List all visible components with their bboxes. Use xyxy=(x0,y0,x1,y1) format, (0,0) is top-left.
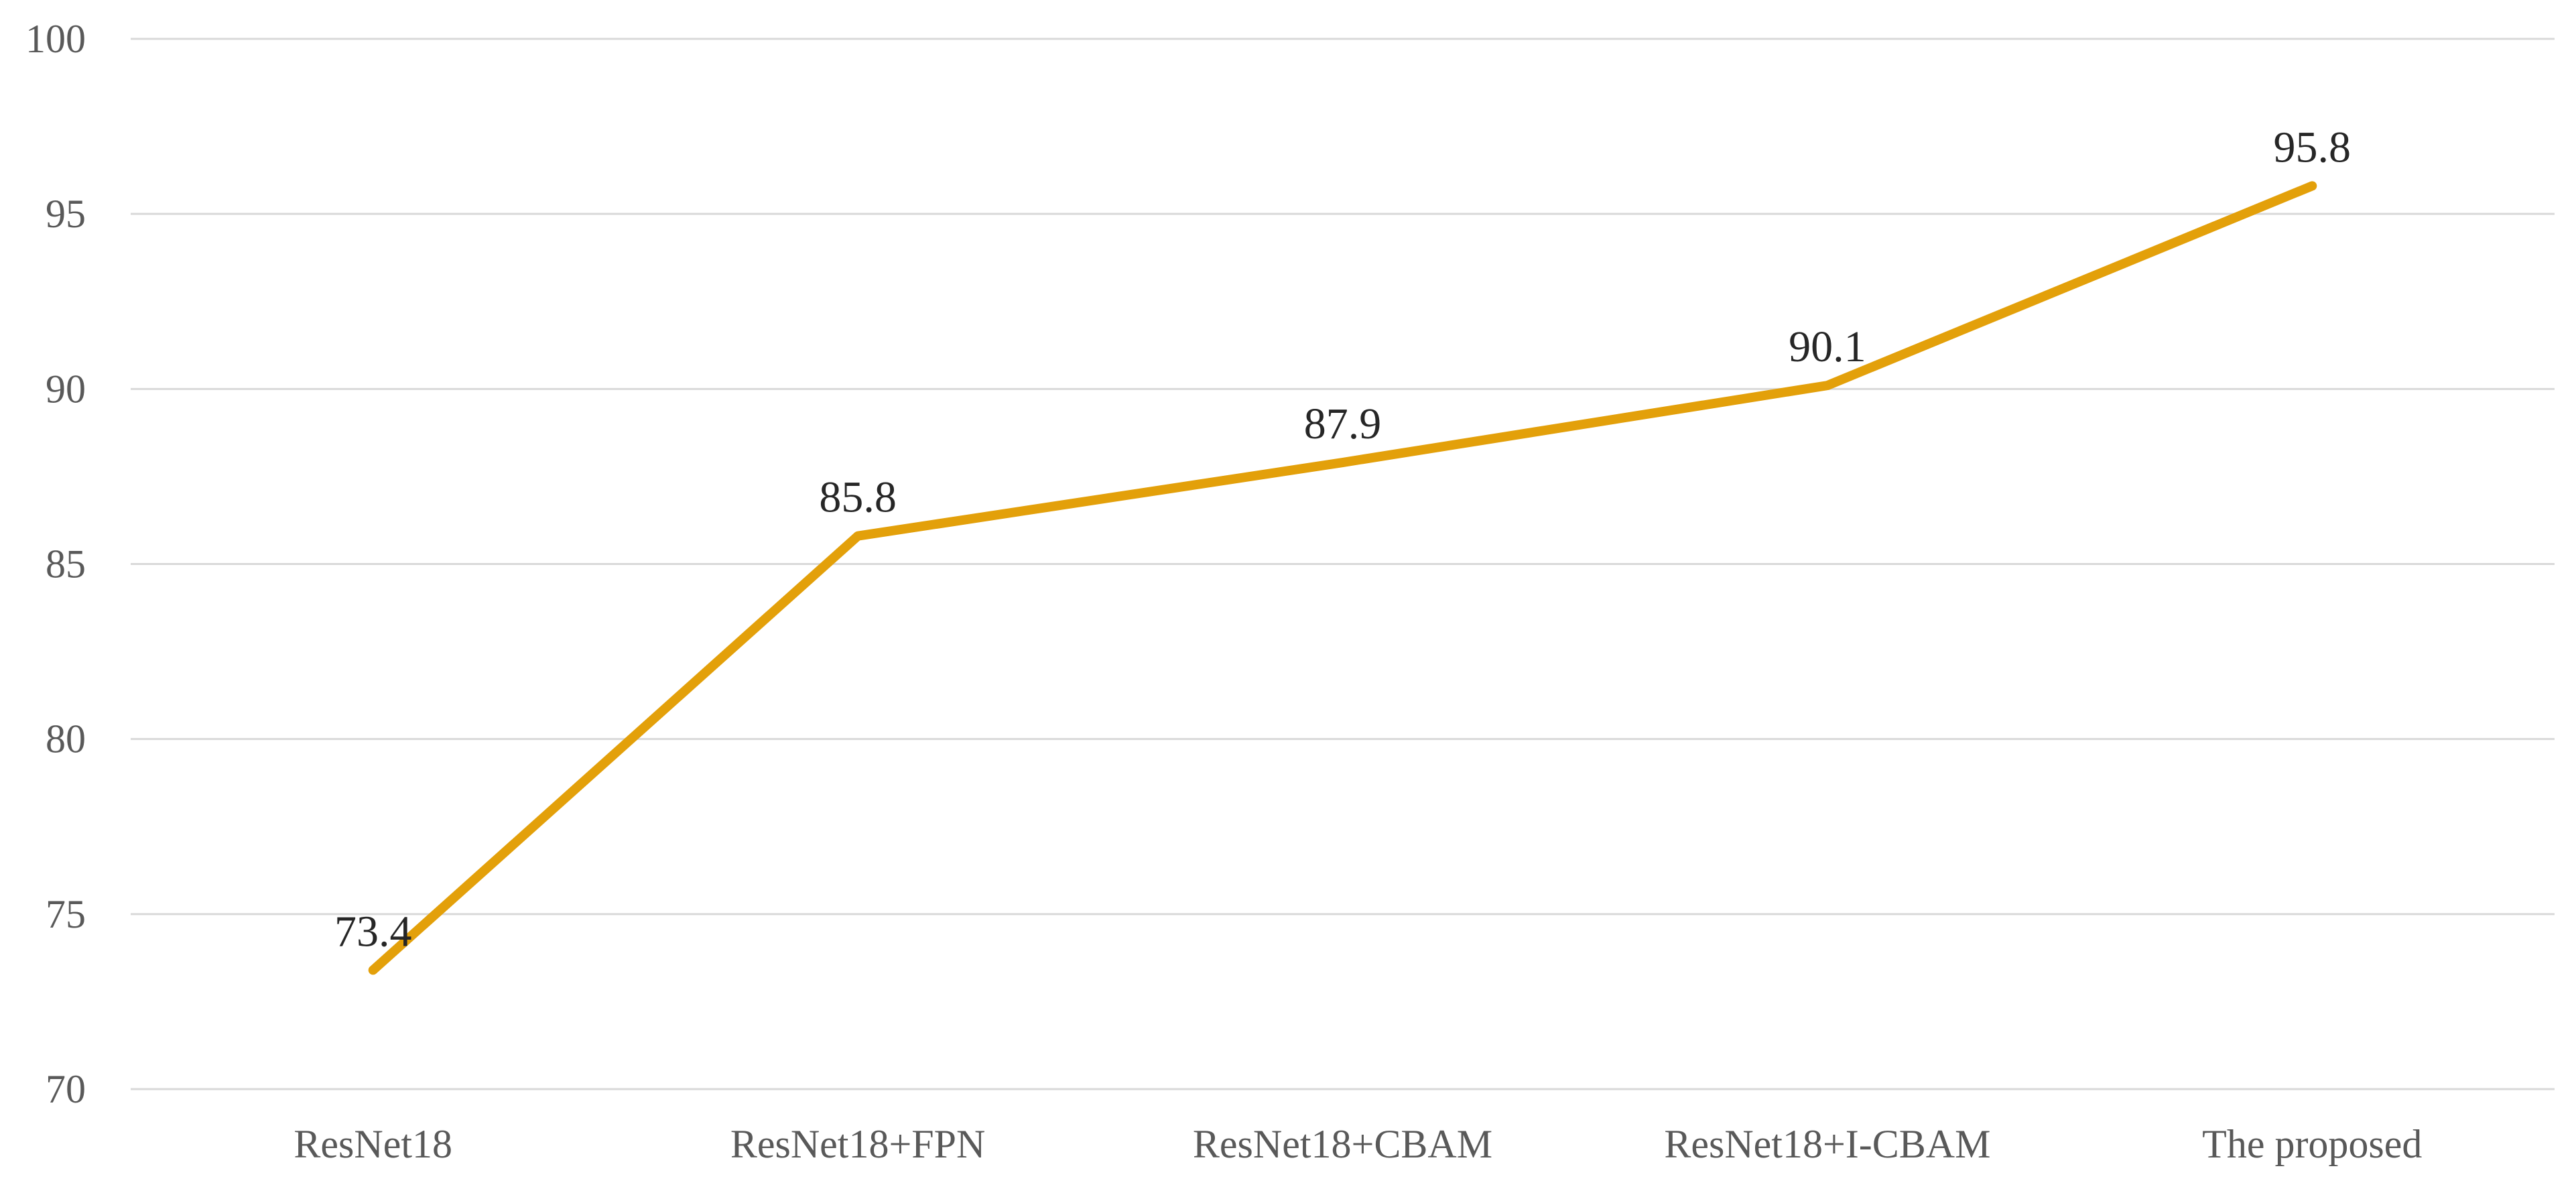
x-tick-label: ResNet18+I-CBAM xyxy=(1664,1122,1990,1166)
data-labels: 73.4 85.8 87.9 90.1 95.8 xyxy=(334,123,2351,956)
y-tick-label: 95 xyxy=(46,192,86,236)
series-layer xyxy=(368,181,2317,975)
y-tick-label: 70 xyxy=(46,1067,86,1111)
x-tick-label: ResNet18+CBAM xyxy=(1193,1122,1492,1166)
data-label: 90.1 xyxy=(1789,322,1866,371)
y-axis-ticks: 70 75 80 85 90 95 100 xyxy=(25,17,86,1111)
x-tick-label: ResNet18 xyxy=(294,1122,452,1166)
data-label: 85.8 xyxy=(819,473,897,522)
data-label: 95.8 xyxy=(2274,123,2352,172)
x-tick-label: ResNet18+FPN xyxy=(730,1122,986,1166)
y-tick-label: 90 xyxy=(46,367,86,411)
y-tick-label: 85 xyxy=(46,542,86,586)
x-tick-label: The proposed xyxy=(2202,1122,2422,1166)
data-label: 87.9 xyxy=(1304,399,1382,448)
y-tick-label: 80 xyxy=(46,717,86,761)
y-tick-label: 75 xyxy=(46,892,86,936)
x-axis-ticks: ResNet18 ResNet18+FPN ResNet18+CBAM ResNet1… xyxy=(294,1122,2422,1166)
grid-layer xyxy=(131,38,2555,1090)
series-line xyxy=(368,181,2317,975)
data-label: 73.4 xyxy=(334,907,412,956)
y-tick-label: 100 xyxy=(25,17,86,61)
